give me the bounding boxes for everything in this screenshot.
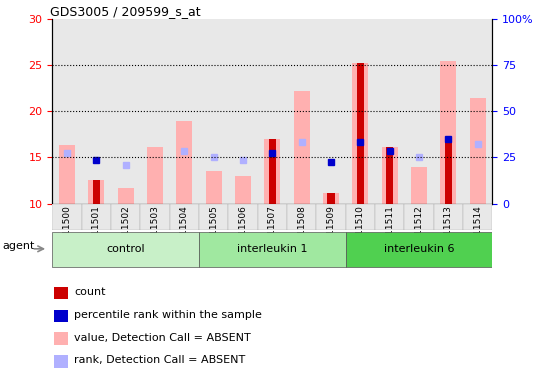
Text: interleukin 6: interleukin 6 bbox=[384, 244, 454, 254]
Text: agent: agent bbox=[3, 241, 35, 251]
Bar bbox=[140, 19, 169, 204]
FancyBboxPatch shape bbox=[463, 204, 492, 230]
Bar bbox=[404, 19, 433, 204]
Bar bbox=[206, 171, 222, 204]
Text: GSM211513: GSM211513 bbox=[444, 205, 453, 260]
Bar bbox=[199, 19, 228, 204]
Bar bbox=[176, 121, 192, 204]
FancyBboxPatch shape bbox=[54, 310, 68, 322]
FancyBboxPatch shape bbox=[111, 204, 140, 230]
Bar bbox=[345, 19, 375, 204]
Bar bbox=[433, 19, 463, 204]
Bar bbox=[323, 194, 339, 204]
Bar bbox=[169, 19, 199, 204]
Bar bbox=[228, 19, 257, 204]
Bar bbox=[118, 188, 134, 204]
FancyBboxPatch shape bbox=[199, 204, 228, 230]
Text: GSM211503: GSM211503 bbox=[150, 205, 159, 260]
FancyBboxPatch shape bbox=[404, 204, 433, 230]
FancyBboxPatch shape bbox=[140, 204, 169, 230]
Bar bbox=[111, 19, 140, 204]
Text: GDS3005 / 209599_s_at: GDS3005 / 209599_s_at bbox=[50, 5, 201, 18]
Text: GSM211501: GSM211501 bbox=[92, 205, 101, 260]
Bar bbox=[356, 63, 364, 204]
Text: GSM211502: GSM211502 bbox=[121, 205, 130, 260]
Text: value, Detection Call = ABSENT: value, Detection Call = ABSENT bbox=[74, 333, 251, 343]
Text: count: count bbox=[74, 287, 106, 297]
Text: GSM211507: GSM211507 bbox=[268, 205, 277, 260]
FancyBboxPatch shape bbox=[199, 232, 345, 267]
Text: rank, Detection Call = ABSENT: rank, Detection Call = ABSENT bbox=[74, 356, 245, 366]
FancyBboxPatch shape bbox=[52, 204, 81, 230]
Bar bbox=[375, 19, 404, 204]
Bar bbox=[268, 139, 276, 204]
FancyBboxPatch shape bbox=[228, 204, 257, 230]
Bar bbox=[235, 176, 251, 204]
FancyBboxPatch shape bbox=[345, 204, 375, 230]
Bar bbox=[411, 167, 427, 204]
Text: GSM211510: GSM211510 bbox=[356, 205, 365, 260]
Bar bbox=[294, 91, 310, 204]
Bar bbox=[257, 19, 287, 204]
FancyBboxPatch shape bbox=[257, 204, 287, 230]
Bar bbox=[88, 180, 104, 204]
FancyBboxPatch shape bbox=[316, 204, 345, 230]
Text: GSM211512: GSM211512 bbox=[414, 205, 424, 260]
Bar bbox=[382, 147, 398, 204]
Bar bbox=[463, 19, 492, 204]
FancyBboxPatch shape bbox=[169, 204, 199, 230]
Text: control: control bbox=[106, 244, 145, 254]
Bar bbox=[327, 194, 334, 204]
Bar bbox=[386, 147, 393, 204]
FancyBboxPatch shape bbox=[375, 204, 404, 230]
FancyBboxPatch shape bbox=[81, 204, 111, 230]
Text: percentile rank within the sample: percentile rank within the sample bbox=[74, 310, 262, 320]
Bar bbox=[92, 180, 100, 204]
Text: GSM211509: GSM211509 bbox=[326, 205, 336, 260]
FancyBboxPatch shape bbox=[54, 355, 68, 368]
Text: interleukin 1: interleukin 1 bbox=[237, 244, 307, 254]
Text: GSM211505: GSM211505 bbox=[209, 205, 218, 260]
Bar bbox=[352, 63, 368, 204]
FancyBboxPatch shape bbox=[54, 333, 68, 345]
Text: GSM211506: GSM211506 bbox=[238, 205, 248, 260]
Text: GSM211504: GSM211504 bbox=[180, 205, 189, 260]
Text: GSM211514: GSM211514 bbox=[473, 205, 482, 260]
Text: GSM211500: GSM211500 bbox=[62, 205, 72, 260]
FancyBboxPatch shape bbox=[52, 232, 199, 267]
Bar bbox=[440, 61, 456, 204]
FancyBboxPatch shape bbox=[287, 204, 316, 230]
FancyBboxPatch shape bbox=[433, 204, 463, 230]
Bar bbox=[52, 19, 81, 204]
Bar bbox=[81, 19, 111, 204]
FancyBboxPatch shape bbox=[345, 232, 492, 267]
Bar bbox=[147, 147, 163, 204]
Bar bbox=[316, 19, 345, 204]
Text: GSM211511: GSM211511 bbox=[385, 205, 394, 260]
Bar bbox=[287, 19, 316, 204]
Bar bbox=[264, 139, 280, 204]
FancyBboxPatch shape bbox=[54, 287, 68, 299]
Bar bbox=[444, 139, 452, 204]
Bar bbox=[59, 144, 75, 204]
Bar bbox=[470, 98, 486, 204]
Text: GSM211508: GSM211508 bbox=[297, 205, 306, 260]
